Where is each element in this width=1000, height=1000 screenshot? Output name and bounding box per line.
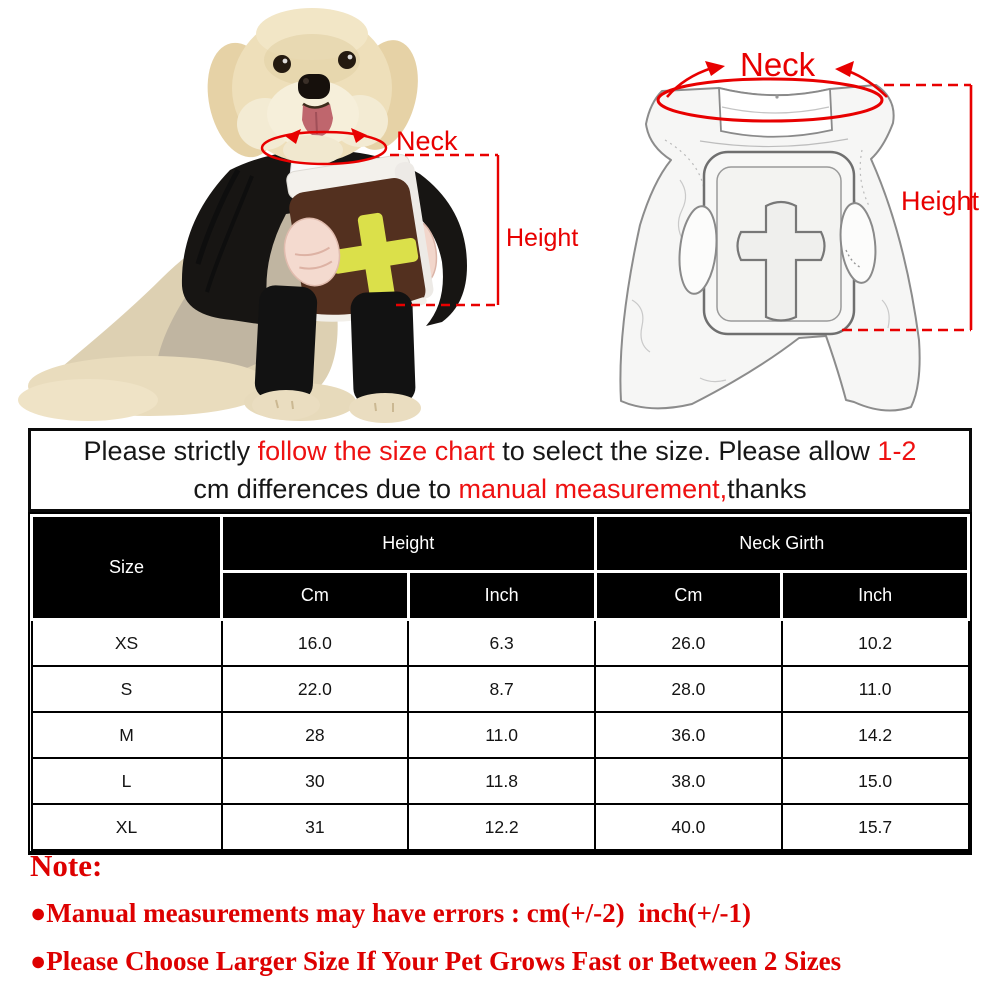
size-notice: Please strictly follow the size chart to… (28, 428, 972, 512)
col-header-neck-girth: Neck Girth (593, 514, 970, 573)
notice-plain: cm differences due to (193, 474, 459, 504)
dog-tongue (302, 104, 333, 137)
sketch-hands (678, 202, 877, 295)
dog-nose (298, 74, 330, 99)
photo-neck-girth-ellipse (260, 130, 388, 166)
measurement-cell: 22.0 (220, 665, 410, 713)
measurement-cell: 11.0 (407, 711, 596, 759)
note-item-measurement-error: ●Manual measurements may have errors : c… (30, 898, 751, 928)
note-title: Note: (30, 848, 103, 883)
size-table-body: XS 16.0 6.3 26.0 10.2 S 22.0 8.7 28.0 11.0 M 28 11.0… (30, 618, 970, 851)
diagram-neck-label: Neck (740, 46, 816, 83)
diagram-height-label: Height (901, 186, 980, 216)
measurement-cell: 10.2 (780, 618, 970, 667)
subcol-neck-cm: Cm (593, 570, 784, 621)
measurement-cell: 16.0 (220, 618, 410, 667)
dog-head (207, 8, 418, 165)
dog-eye-left (273, 55, 291, 73)
size-row-m: M 28 11.0 36.0 14.2 (30, 711, 970, 759)
hero-illustrations: Neck Height (18, 8, 980, 423)
size-row-s: S 22.0 8.7 28.0 11.0 (30, 665, 970, 713)
measurement-cell: 11.8 (407, 757, 596, 805)
photo-neck-arrow-left-icon (285, 129, 301, 144)
dog-costume-photo: Neck Height (18, 8, 578, 423)
dog-eye-right (338, 51, 356, 69)
measurement-cell: 31 (220, 803, 410, 851)
measurement-cell: 12.2 (407, 803, 596, 851)
size-row-xs: XS 16.0 6.3 26.0 10.2 (30, 618, 970, 667)
measurement-cell: 8.7 (407, 665, 596, 713)
photo-neck-arrow-right-icon (351, 128, 367, 143)
diagram-measure-annotations (656, 61, 973, 332)
photo-neck-label: Neck (396, 126, 458, 156)
measurement-cell: 30 (220, 757, 410, 805)
size-label-cell: XS (30, 618, 223, 667)
measurement-cell: 14.2 (780, 711, 970, 759)
measurement-cell: 26.0 (594, 618, 783, 667)
notice-plain: Please strictly (83, 436, 258, 466)
measurement-cell: 15.7 (780, 803, 970, 851)
subcol-height-inch: Inch (406, 570, 597, 621)
measurement-cell: 38.0 (594, 757, 783, 805)
subcol-neck-inch: Inch (780, 570, 970, 621)
notice-highlight: follow the size chart (257, 436, 495, 466)
col-header-height: Height (220, 514, 597, 573)
size-label-cell: M (30, 711, 223, 759)
sketch-collar (718, 86, 833, 138)
notice-highlight: 1-2 (877, 436, 917, 466)
measurement-cell: 15.0 (780, 757, 970, 805)
size-label-cell: S (30, 665, 223, 713)
costume-sketch-diagram: Neck Height (619, 46, 980, 412)
photo-height-label: Height (506, 224, 578, 252)
size-chart-table: Size Height Neck Girth Cm Inch Cm Inch X… (30, 514, 970, 851)
costume-sleeves (252, 285, 421, 423)
sketch-bible (702, 150, 856, 336)
measurement-cell: 6.3 (407, 618, 596, 667)
notice-highlight: manual measurement, (458, 474, 728, 504)
measurement-cell: 28.0 (594, 665, 783, 713)
diagram-neck-girth-ellipse (656, 77, 884, 123)
subcol-height-cm: Cm (220, 570, 410, 621)
measurement-cell: 36.0 (594, 711, 783, 759)
size-label-cell: XL (30, 803, 223, 851)
measurement-cell: 40.0 (594, 803, 783, 851)
photo-measure-annotations (260, 128, 500, 307)
measurement-cell: 28 (220, 711, 410, 759)
size-label-cell: L (30, 757, 223, 805)
notice-line-2: cm differences due to manual measurement… (31, 470, 969, 508)
col-header-size: Size (30, 514, 223, 621)
size-row-xl: XL 31 12.2 40.0 15.7 (30, 803, 970, 851)
notice-plain: thanks (727, 474, 807, 504)
diagram-neck-arrow-left-icon (705, 61, 725, 76)
diagram-neck-arrow-left (666, 66, 713, 98)
measurement-cell: 11.0 (780, 665, 970, 713)
diagram-neck-arrow-right-icon (835, 61, 854, 77)
notice-plain: to select the size. Please allow (494, 436, 878, 466)
size-row-l: L 30 11.8 38.0 15.0 (30, 757, 970, 805)
sketch-cross-icon (736, 200, 826, 322)
bible-cross-horizontal (330, 237, 419, 274)
note-item-choose-larger: ●Please Choose Larger Size If Your Pet G… (30, 946, 842, 976)
costume-hand-left (283, 217, 341, 287)
notice-line-1: Please strictly follow the size chart to… (31, 432, 969, 470)
size-chart: Size Height Neck Girth Cm Inch Cm Inch X… (28, 512, 972, 855)
diagram-neck-arrow-right (847, 69, 888, 98)
